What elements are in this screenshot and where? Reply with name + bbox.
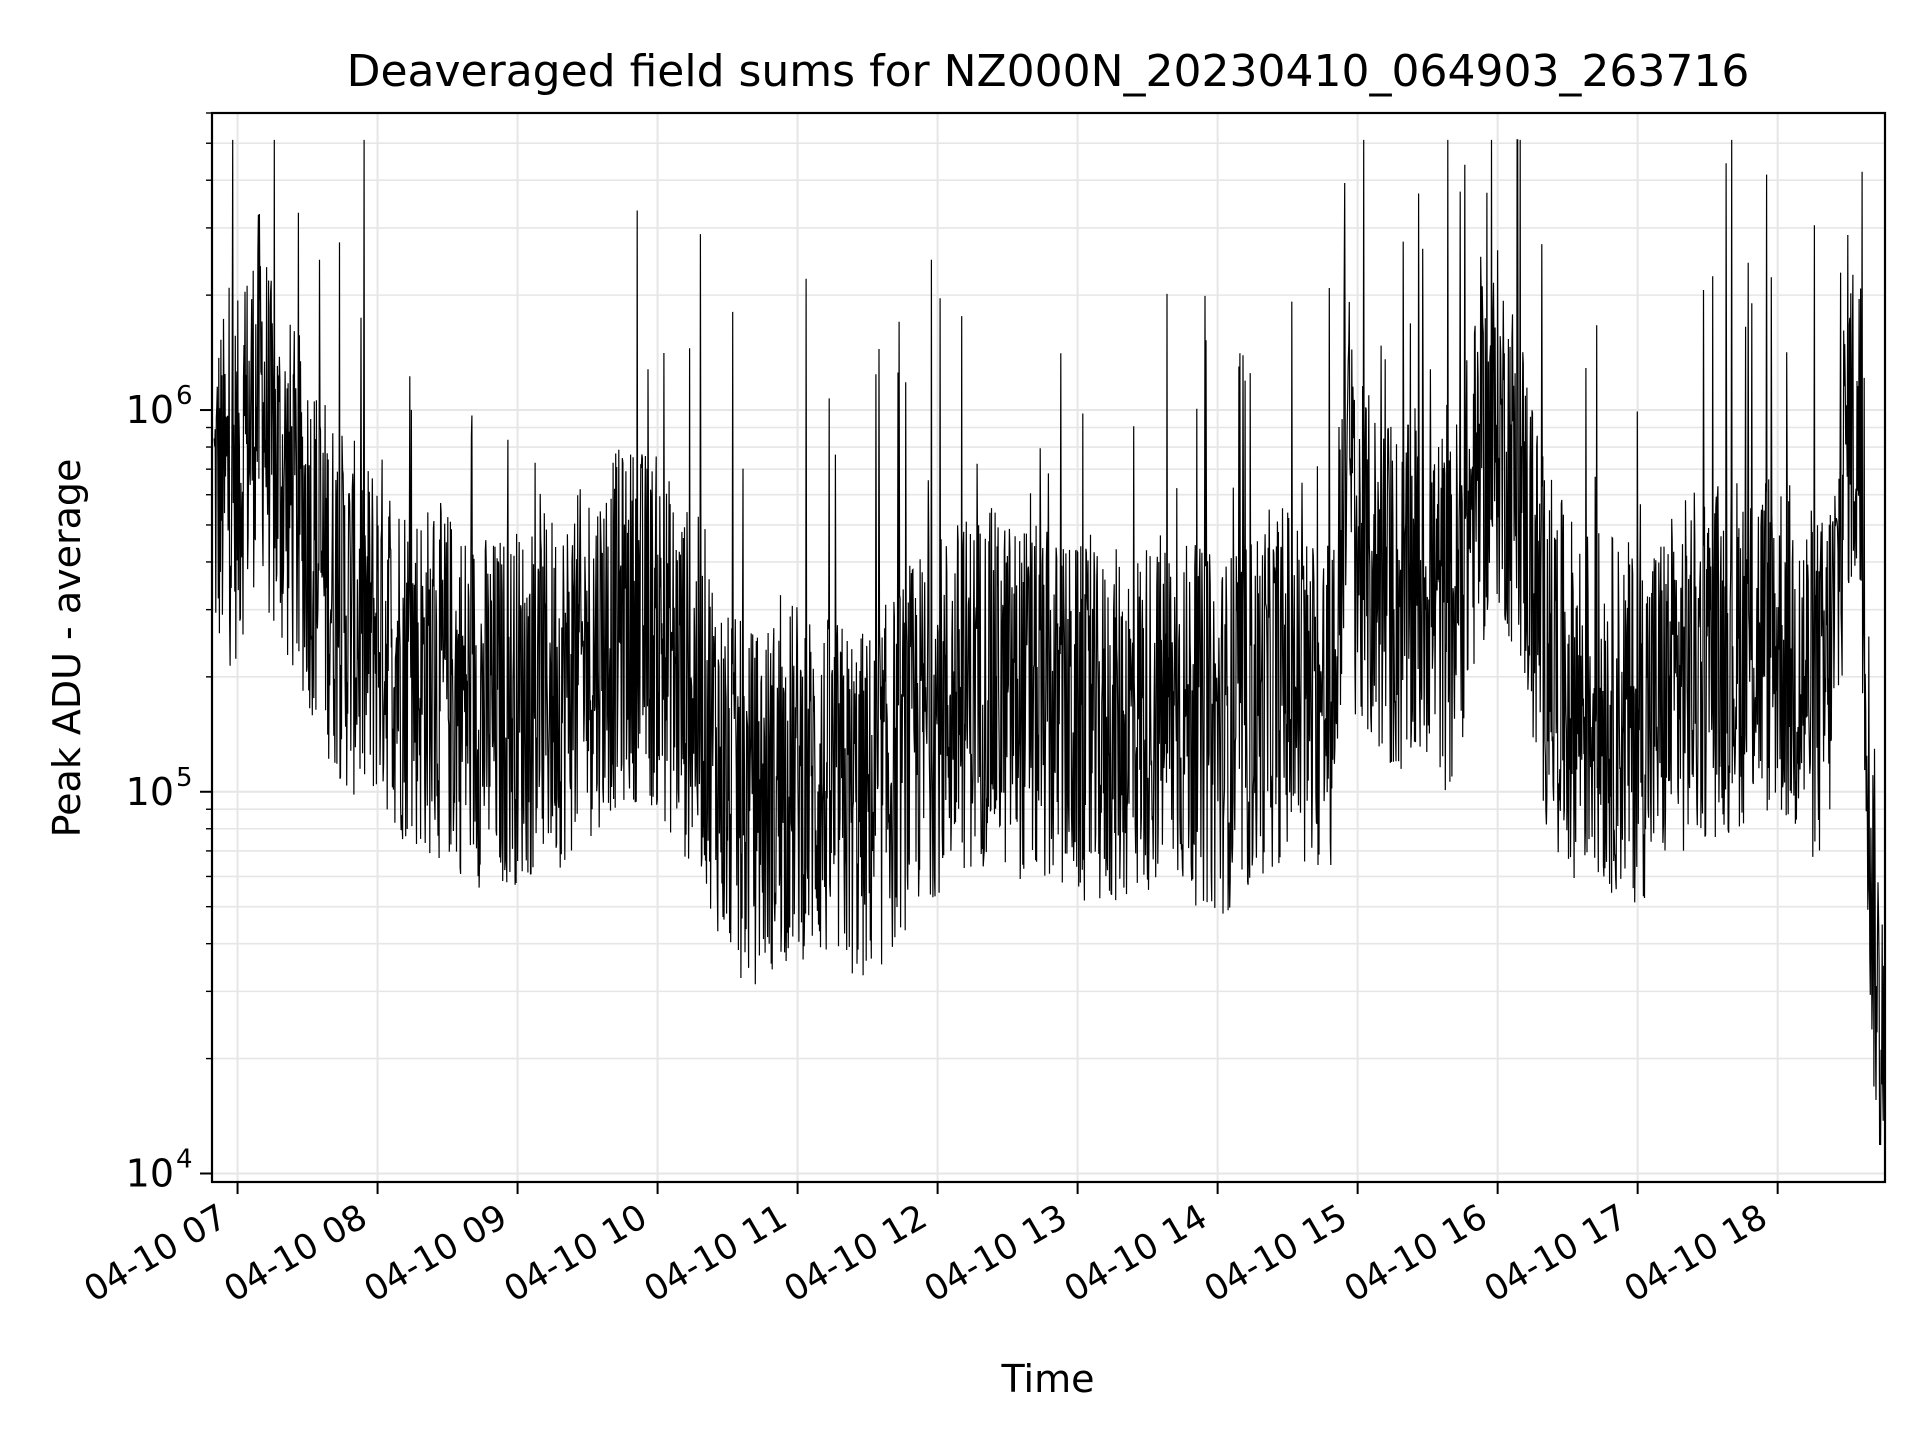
y-tick-label: 10 [126, 770, 174, 814]
series-line [213, 139, 1886, 1146]
plot-frame [210, 111, 1887, 1184]
x-axis-label: Time [1001, 1357, 1095, 1401]
data-series [213, 139, 1886, 1146]
y-tick-exponent: 4 [176, 1144, 193, 1174]
y-tick-exponent: 6 [176, 381, 193, 411]
y-tick-exponent: 5 [176, 763, 193, 793]
y-axis-label: Peak ADU - average [45, 459, 89, 838]
y-tick-label: 10 [126, 1151, 174, 1195]
chart-title: Deaveraged field sums for NZ000N_2023041… [347, 46, 1750, 97]
y-tick-label: 10 [126, 388, 174, 432]
